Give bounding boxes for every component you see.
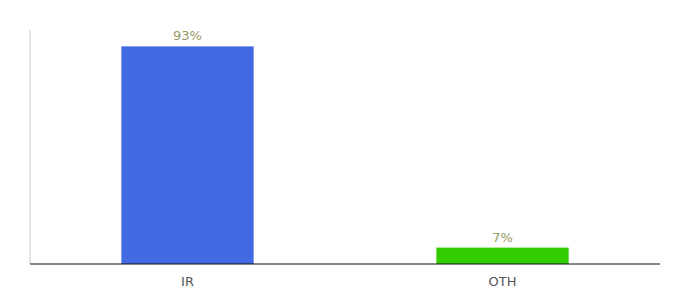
labels: 93% IR 7% OTH xyxy=(173,28,516,289)
chart-container: 93% IR 7% OTH xyxy=(0,0,680,300)
data-label: 93% xyxy=(173,28,202,43)
bar xyxy=(121,46,253,264)
y-axis-line xyxy=(30,30,31,264)
x-tick-label: IR xyxy=(181,274,194,289)
bar xyxy=(436,248,568,264)
x-tick-label: OTH xyxy=(489,274,517,289)
x-axis-line xyxy=(30,263,660,264)
chart: 93% IR 7% OTH xyxy=(0,0,680,300)
bars xyxy=(121,46,568,264)
data-label: 7% xyxy=(492,230,513,245)
